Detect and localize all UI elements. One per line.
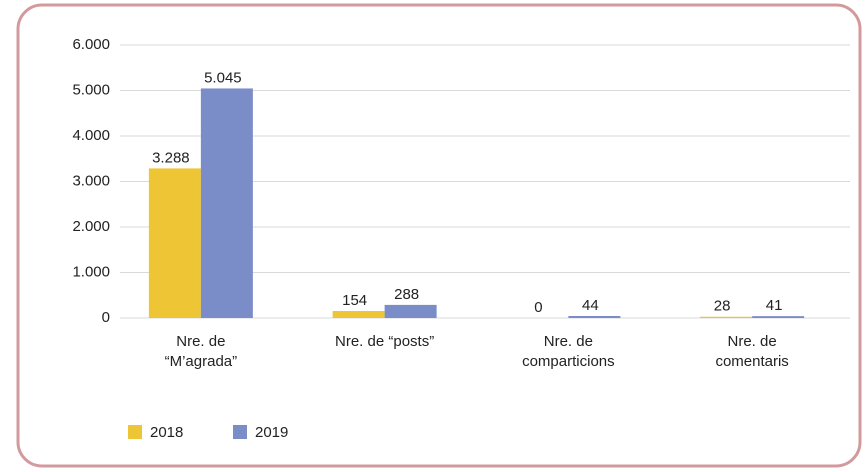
value-label: 154 [342,292,367,309]
y-tick-label: 2.000 [72,218,110,235]
bar [148,168,201,318]
x-tick-label: Nre. de “posts” [335,333,434,350]
bar [700,316,753,318]
y-tick-label: 6.000 [72,36,110,53]
bar [752,316,805,318]
value-label: 41 [766,297,783,314]
bar [332,310,385,318]
bar [568,315,621,318]
y-tick-label: 1.000 [72,263,110,280]
x-tick-label: Nre. de comentaris [715,333,788,370]
value-label: 28 [714,298,731,315]
value-label: 5.045 [204,69,242,86]
bar [200,88,253,318]
legend-label: 2018 [150,424,183,441]
legend-swatch [233,425,247,439]
value-label: 288 [394,286,419,303]
y-tick-label: 5.000 [72,81,110,98]
y-tick-label: 0 [102,309,110,326]
legend-swatch [128,425,142,439]
value-label: 44 [582,297,599,314]
chart-border [16,3,862,468]
x-tick-label: Nre. de comparticions [522,333,615,370]
y-tick-label: 4.000 [72,127,110,144]
value-label: 0 [534,299,542,316]
legend-label: 2019 [255,424,288,441]
x-tick-label: Nre. de “M’agrada” [165,333,238,370]
value-label: 3.288 [152,149,190,166]
bar [384,304,437,318]
y-tick-label: 3.000 [72,172,110,189]
